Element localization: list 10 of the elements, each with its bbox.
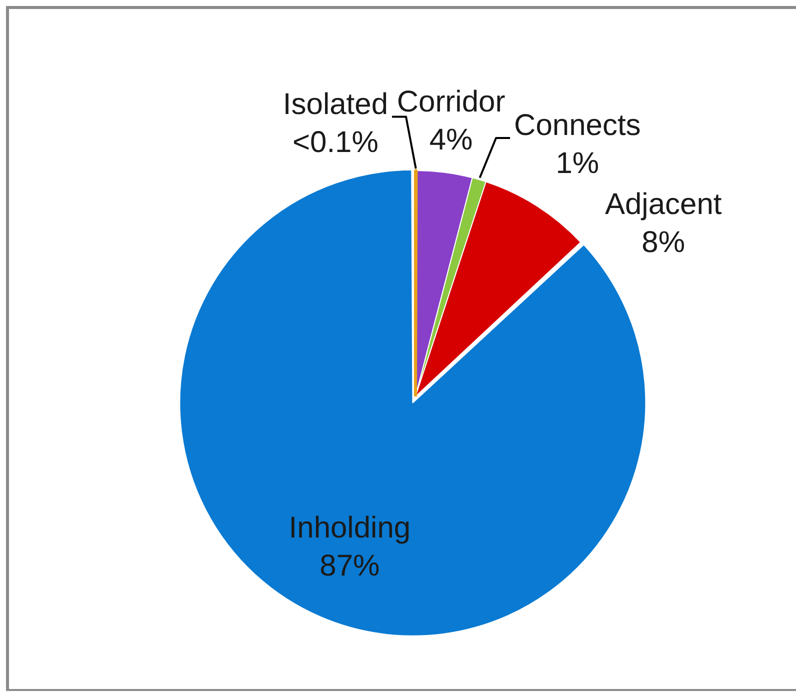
data-label: 1% bbox=[556, 147, 600, 180]
data-label: 87% bbox=[320, 549, 380, 582]
data-label: 8% bbox=[642, 226, 686, 259]
slice-label: Inholding bbox=[288, 511, 411, 544]
data-label: <0.1% bbox=[292, 126, 378, 160]
slice-label: Connects bbox=[514, 109, 641, 142]
slice-label: Adjacent bbox=[604, 188, 722, 221]
slice-label: Isolated bbox=[282, 88, 388, 122]
slice-label: Corridor bbox=[396, 85, 506, 118]
data-label: 4% bbox=[429, 123, 473, 156]
